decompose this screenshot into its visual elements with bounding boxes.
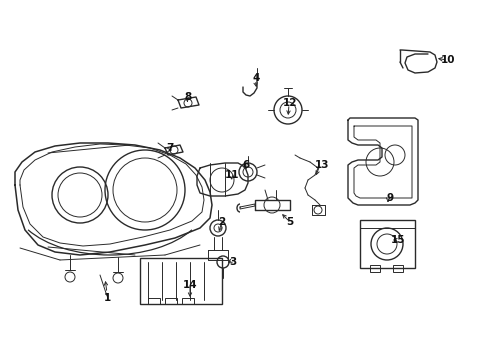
Text: 2: 2 [218,217,225,227]
Text: 11: 11 [224,170,239,180]
Text: 15: 15 [390,235,405,245]
Text: 13: 13 [314,160,328,170]
Text: 5: 5 [286,217,293,227]
Text: 1: 1 [103,293,110,303]
Text: 7: 7 [166,143,173,153]
Text: 6: 6 [242,160,249,170]
Bar [369,265,379,272]
Text: 9: 9 [386,193,393,203]
Bar [164,298,177,304]
Bar [148,298,160,304]
Text: 10: 10 [440,55,454,65]
Text: 4: 4 [252,73,259,83]
Bar [182,298,194,304]
Bar [392,265,402,272]
Text: 14: 14 [183,280,197,290]
Text: 8: 8 [184,92,191,102]
Text: 3: 3 [229,257,236,267]
Bar [140,258,222,304]
Text: 12: 12 [282,98,297,108]
Bar [359,220,414,268]
